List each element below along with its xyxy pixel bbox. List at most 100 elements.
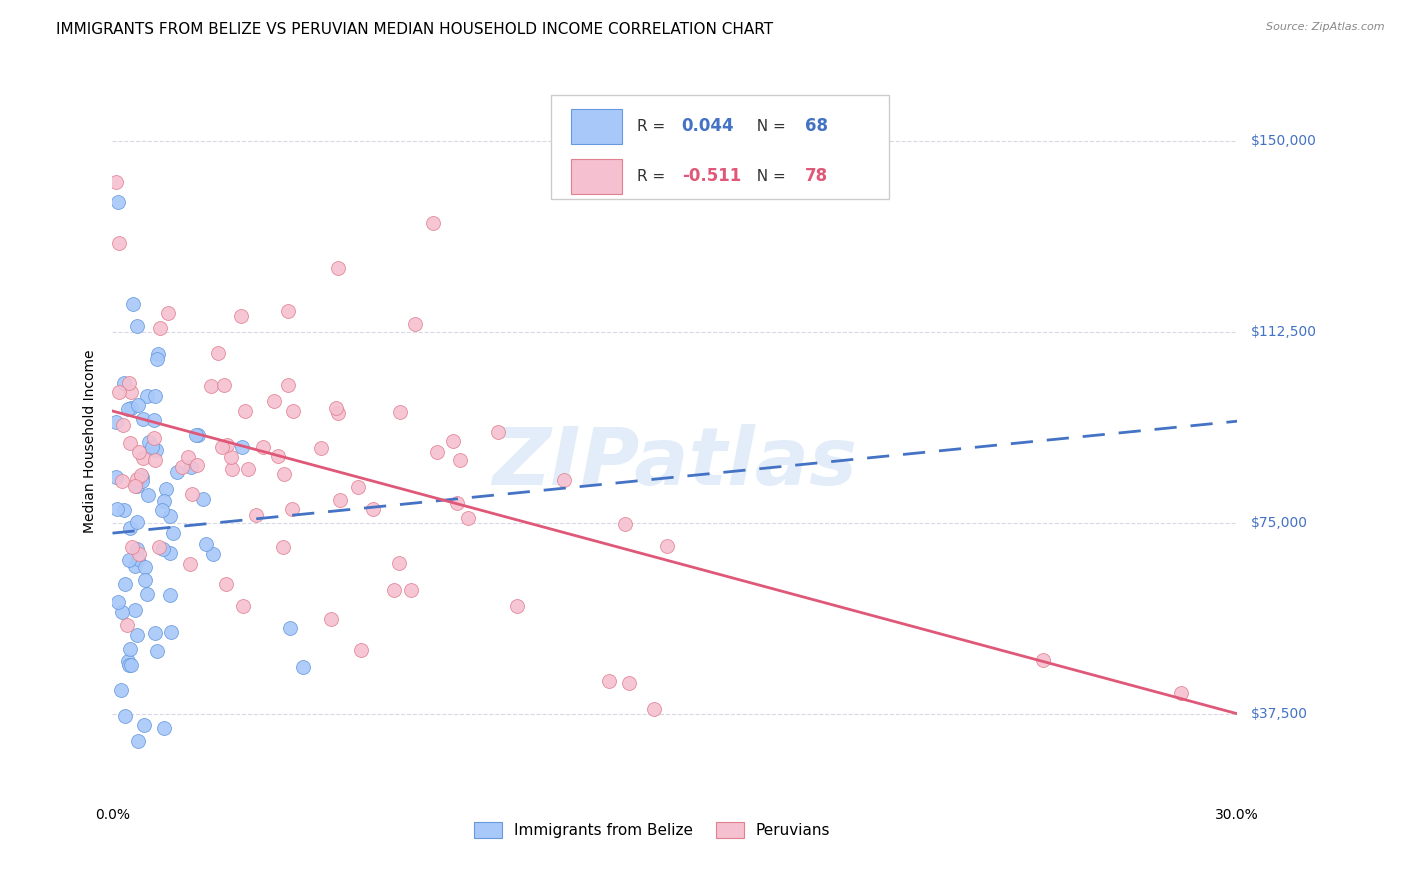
Point [125, 515, 148, 529]
Point [128, 547, 150, 561]
Point [325, 401, 347, 415]
Point [177, 450, 200, 464]
Point [120, 435, 142, 450]
Point [382, 583, 405, 598]
Point [107, 195, 129, 210]
Text: $37,500: $37,500 [1251, 706, 1308, 721]
Point [309, 442, 332, 456]
Text: 0.044: 0.044 [682, 117, 734, 136]
Point [202, 547, 225, 561]
Point [153, 494, 176, 508]
Point [135, 587, 157, 601]
Point [124, 603, 146, 617]
Text: IMMIGRANTS FROM BELIZE VS PERUVIAN MEDIAN HOUSEHOLD INCOME CORRELATION CHART: IMMIGRANTS FROM BELIZE VS PERUVIAN MEDIA… [56, 22, 773, 37]
Point [273, 467, 295, 481]
Point [127, 541, 149, 556]
Point [124, 559, 146, 574]
Point [135, 389, 157, 403]
Text: 68: 68 [806, 117, 828, 136]
Point [155, 483, 177, 497]
Text: R =: R = [637, 169, 669, 184]
Point [231, 440, 253, 454]
Point [233, 403, 256, 417]
Point [148, 540, 170, 554]
Point [127, 733, 149, 747]
Point [117, 402, 139, 417]
Point [347, 480, 370, 494]
Point [149, 321, 172, 335]
Text: -0.511: -0.511 [682, 168, 741, 186]
Point [281, 501, 304, 516]
Y-axis label: Median Household Income: Median Household Income [83, 350, 97, 533]
Point [121, 541, 143, 555]
Point [145, 352, 167, 367]
Point [422, 216, 444, 230]
Point [125, 471, 148, 485]
Point [138, 434, 160, 449]
Point [115, 618, 138, 632]
Text: $112,500: $112,500 [1251, 326, 1317, 339]
Point [328, 406, 350, 420]
Point [553, 474, 575, 488]
Point [134, 573, 156, 587]
Point [143, 389, 166, 403]
Point [236, 462, 259, 476]
Point [131, 470, 153, 484]
Point [105, 470, 128, 484]
Point [292, 660, 315, 674]
Point [172, 460, 194, 475]
Point [486, 425, 509, 439]
Point [112, 503, 135, 517]
Point [449, 453, 471, 467]
Point [146, 346, 169, 360]
Point [191, 491, 214, 506]
Point [232, 599, 254, 614]
Point [121, 297, 143, 311]
Point [108, 384, 131, 399]
Point [127, 552, 149, 566]
Point [120, 401, 142, 415]
Point [184, 428, 207, 442]
Point [281, 404, 304, 418]
Point [111, 417, 134, 432]
Point [399, 582, 422, 597]
Point [134, 560, 156, 574]
Point [655, 539, 678, 553]
Point [132, 412, 155, 426]
Text: $75,000: $75,000 [1251, 516, 1308, 530]
Point [127, 628, 149, 642]
Point [245, 508, 267, 522]
Point [107, 595, 129, 609]
Point [388, 405, 411, 419]
Point [221, 450, 243, 465]
Point [117, 654, 139, 668]
Point [215, 577, 238, 591]
Point [278, 621, 301, 635]
Point [179, 557, 201, 571]
Point [643, 702, 665, 716]
Point [329, 493, 352, 508]
Point [127, 479, 149, 493]
FancyBboxPatch shape [551, 95, 889, 200]
Point [120, 658, 142, 673]
Point [105, 175, 128, 189]
Point [143, 453, 166, 467]
Point [457, 511, 479, 525]
Point [118, 553, 141, 567]
Point [263, 393, 285, 408]
Point [132, 718, 155, 732]
Point [363, 502, 385, 516]
Point [125, 318, 148, 333]
Point [114, 577, 136, 591]
Point [159, 588, 181, 602]
Point [252, 440, 274, 454]
Point [145, 443, 167, 458]
Point [614, 517, 637, 532]
FancyBboxPatch shape [571, 109, 621, 144]
Text: N =: N = [747, 169, 790, 184]
Point [118, 642, 141, 657]
Point [143, 626, 166, 640]
Point [159, 509, 181, 524]
Point [598, 673, 620, 688]
Point [157, 306, 180, 320]
